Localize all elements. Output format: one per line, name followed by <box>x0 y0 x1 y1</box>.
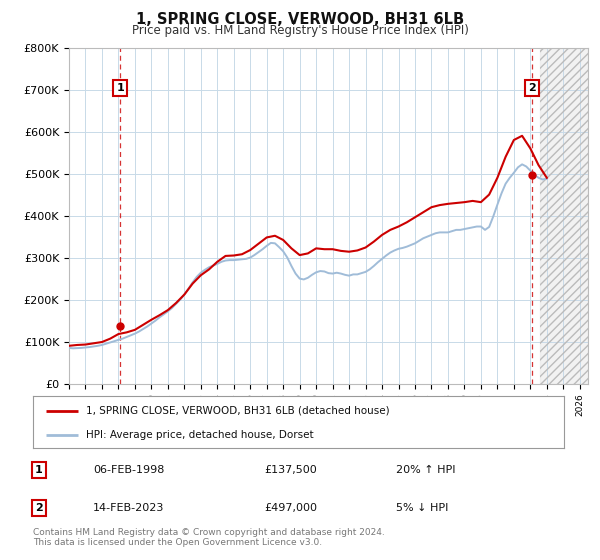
Text: £137,500: £137,500 <box>264 465 317 475</box>
Text: 1: 1 <box>116 83 124 93</box>
Text: 1, SPRING CLOSE, VERWOOD, BH31 6LB: 1, SPRING CLOSE, VERWOOD, BH31 6LB <box>136 12 464 27</box>
Text: 2: 2 <box>528 83 536 93</box>
Text: 2: 2 <box>35 503 43 513</box>
Text: Price paid vs. HM Land Registry's House Price Index (HPI): Price paid vs. HM Land Registry's House … <box>131 24 469 36</box>
Text: HPI: Average price, detached house, Dorset: HPI: Average price, detached house, Dors… <box>86 430 314 440</box>
Text: 06-FEB-1998: 06-FEB-1998 <box>93 465 164 475</box>
Text: 14-FEB-2023: 14-FEB-2023 <box>93 503 164 513</box>
Text: 20% ↑ HPI: 20% ↑ HPI <box>396 465 455 475</box>
Text: 1: 1 <box>35 465 43 475</box>
Text: Contains HM Land Registry data © Crown copyright and database right 2024.
This d: Contains HM Land Registry data © Crown c… <box>33 528 385 547</box>
Text: 1, SPRING CLOSE, VERWOOD, BH31 6LB (detached house): 1, SPRING CLOSE, VERWOOD, BH31 6LB (deta… <box>86 406 390 416</box>
Text: £497,000: £497,000 <box>264 503 317 513</box>
Text: 5% ↓ HPI: 5% ↓ HPI <box>396 503 448 513</box>
Bar <box>540 48 588 384</box>
Bar <box>540 48 588 384</box>
